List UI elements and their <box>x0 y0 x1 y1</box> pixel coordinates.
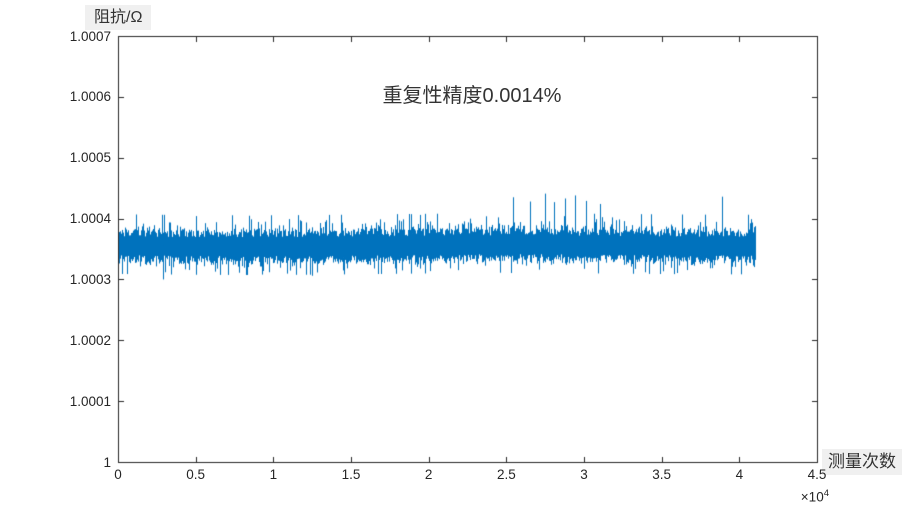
x-tick-label: 0 <box>114 467 122 482</box>
x-axis-label: 测量次数 <box>822 449 902 475</box>
x-axis-multiplier-exponent: 4 <box>823 488 829 499</box>
y-tick-label: 1 <box>103 454 111 470</box>
annotation-text: 重复性精度0.0014% <box>382 85 562 107</box>
x-tick-label: 3 <box>580 467 588 482</box>
x-tick-label: 3.5 <box>652 467 672 482</box>
x-tick-label: 0.5 <box>186 467 206 482</box>
x-tick-label: 4.5 <box>807 467 827 482</box>
x-tick-label: 4 <box>735 467 744 482</box>
x-tick-label: 2.5 <box>496 467 516 482</box>
x-tick-label: 1.5 <box>341 467 361 482</box>
y-tick-label: 1.0002 <box>69 332 111 348</box>
y-tick-label: 1.0005 <box>69 150 111 166</box>
x-tick-label: 1 <box>269 467 278 482</box>
y-tick-label: 1.0003 <box>69 271 111 287</box>
y-tick-label: 1.0001 <box>69 393 111 409</box>
x-tick-label: 2 <box>424 467 433 482</box>
x-axis-multiplier-base: ×10 <box>800 489 824 505</box>
y-tick-label: 1.0006 <box>69 89 111 105</box>
y-axis-label: 阻抗/Ω <box>85 5 152 30</box>
y-tick-label: 1.0007 <box>69 28 111 44</box>
y-tick-label: 1.0004 <box>69 211 111 227</box>
x-axis-multiplier: ×104 <box>729 488 829 505</box>
